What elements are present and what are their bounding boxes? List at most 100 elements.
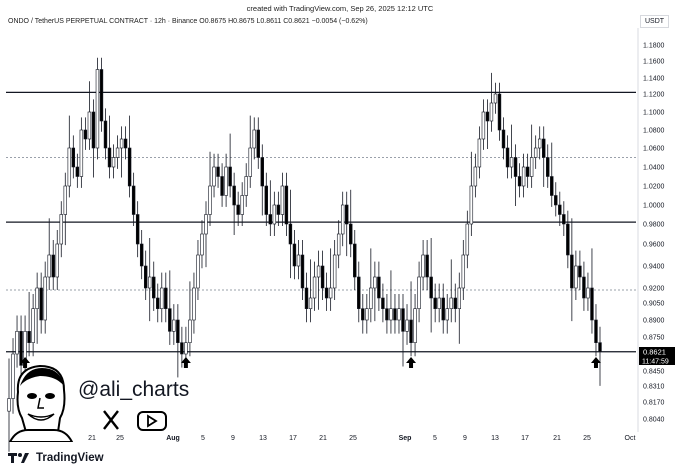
candle-up bbox=[446, 309, 449, 320]
candle-up bbox=[241, 196, 244, 215]
x-tick-label: 21 bbox=[553, 435, 561, 442]
candle-down bbox=[176, 320, 179, 343]
candle-up bbox=[193, 288, 196, 320]
candle-down bbox=[233, 186, 236, 205]
candle-down bbox=[377, 277, 380, 298]
y-tick-label: 0.8040 bbox=[643, 417, 665, 424]
candle-down bbox=[349, 224, 352, 244]
candle-up bbox=[60, 215, 63, 245]
x-tick-label: 9 bbox=[231, 435, 235, 442]
candle-down bbox=[84, 130, 87, 139]
author-handle[interactable]: @ali_charts bbox=[78, 378, 189, 402]
candle-down bbox=[257, 130, 260, 158]
candle-up bbox=[36, 288, 39, 309]
x-tick-label: 13 bbox=[259, 435, 267, 442]
candle-down bbox=[578, 266, 581, 277]
y-tick-label: 1.1600 bbox=[643, 59, 665, 66]
support-arrow-icon bbox=[181, 357, 191, 368]
candle-up bbox=[337, 234, 340, 255]
y-tick-label: 1.0600 bbox=[643, 146, 665, 153]
y-tick-label: 0.9400 bbox=[643, 264, 665, 271]
candle-down bbox=[345, 205, 348, 224]
candle-up bbox=[574, 266, 577, 288]
candle-up bbox=[160, 288, 163, 309]
candle-down bbox=[221, 177, 224, 196]
candle-up bbox=[390, 309, 393, 320]
price-tag: 0.8621 11:47:59 bbox=[639, 347, 675, 366]
candle-down bbox=[168, 309, 171, 332]
candle-up bbox=[313, 277, 316, 298]
y-tick-label: 0.8170 bbox=[643, 400, 665, 407]
candle-up bbox=[148, 277, 151, 288]
candle-up bbox=[466, 224, 469, 255]
candle-up bbox=[209, 186, 212, 215]
candle-up bbox=[474, 167, 477, 186]
candle-up bbox=[365, 309, 368, 320]
candle-down bbox=[591, 288, 594, 320]
x-tick-label: 21 bbox=[88, 435, 96, 442]
candle-up bbox=[522, 167, 525, 186]
youtube-icon[interactable] bbox=[138, 412, 166, 430]
candle-down bbox=[394, 309, 397, 320]
candle-down bbox=[289, 224, 292, 244]
candle-down bbox=[92, 112, 95, 148]
x-logo-icon[interactable] bbox=[104, 411, 118, 429]
candle-down bbox=[285, 186, 288, 224]
candle-down bbox=[558, 205, 561, 215]
candle-down bbox=[132, 186, 135, 215]
candle-down bbox=[426, 255, 429, 277]
candle-up bbox=[333, 255, 336, 288]
candle-up bbox=[309, 298, 312, 309]
y-tick-label: 0.9050 bbox=[643, 301, 665, 308]
candle-down bbox=[361, 309, 364, 320]
candle-up bbox=[80, 130, 83, 177]
candle-down bbox=[261, 158, 264, 187]
candle-down bbox=[265, 186, 268, 215]
candle-up bbox=[116, 148, 119, 158]
candle-up bbox=[450, 298, 453, 309]
y-tick-label: 0.9800 bbox=[643, 222, 665, 229]
x-tick-label: Sep bbox=[399, 435, 412, 442]
y-tick-label: 1.0400 bbox=[643, 165, 665, 172]
candle-up bbox=[88, 112, 91, 139]
candle-down bbox=[156, 298, 159, 309]
candle-up bbox=[478, 139, 481, 167]
candle-up bbox=[201, 234, 204, 255]
candle-down bbox=[301, 255, 304, 288]
candle-down bbox=[506, 148, 509, 167]
candle-down bbox=[293, 244, 296, 266]
candle-down bbox=[381, 298, 384, 309]
candle-down bbox=[502, 130, 505, 148]
candle-up bbox=[16, 331, 19, 354]
candle-up bbox=[205, 215, 208, 235]
candle-up bbox=[112, 158, 115, 168]
candle-up bbox=[482, 112, 485, 139]
y-tick-label: 0.8900 bbox=[643, 318, 665, 325]
candle-down bbox=[550, 177, 553, 196]
candle-down bbox=[52, 255, 55, 277]
candle-down bbox=[104, 121, 107, 148]
candle-up bbox=[398, 309, 401, 320]
candle-up bbox=[510, 158, 513, 168]
candle-down bbox=[237, 205, 240, 215]
y-tick-label: 0.9600 bbox=[643, 242, 665, 249]
candle-down bbox=[229, 167, 232, 186]
candle-down bbox=[76, 167, 79, 177]
candle-down bbox=[152, 277, 155, 298]
candle-up bbox=[297, 255, 300, 266]
candle-up bbox=[422, 255, 425, 277]
candle-down bbox=[486, 112, 489, 121]
candle-up bbox=[406, 320, 409, 331]
candle-down bbox=[321, 266, 324, 288]
y-tick-label: 0.8450 bbox=[643, 369, 665, 376]
candle-up bbox=[462, 255, 465, 288]
candle-up bbox=[249, 148, 252, 177]
candle-up bbox=[120, 139, 123, 148]
candle-up bbox=[587, 288, 590, 298]
price-tag-value: 0.8621 bbox=[643, 348, 666, 357]
candle-down bbox=[599, 343, 602, 352]
candle-down bbox=[128, 148, 131, 186]
candle-down bbox=[518, 177, 521, 187]
author-avatar bbox=[6, 362, 76, 442]
